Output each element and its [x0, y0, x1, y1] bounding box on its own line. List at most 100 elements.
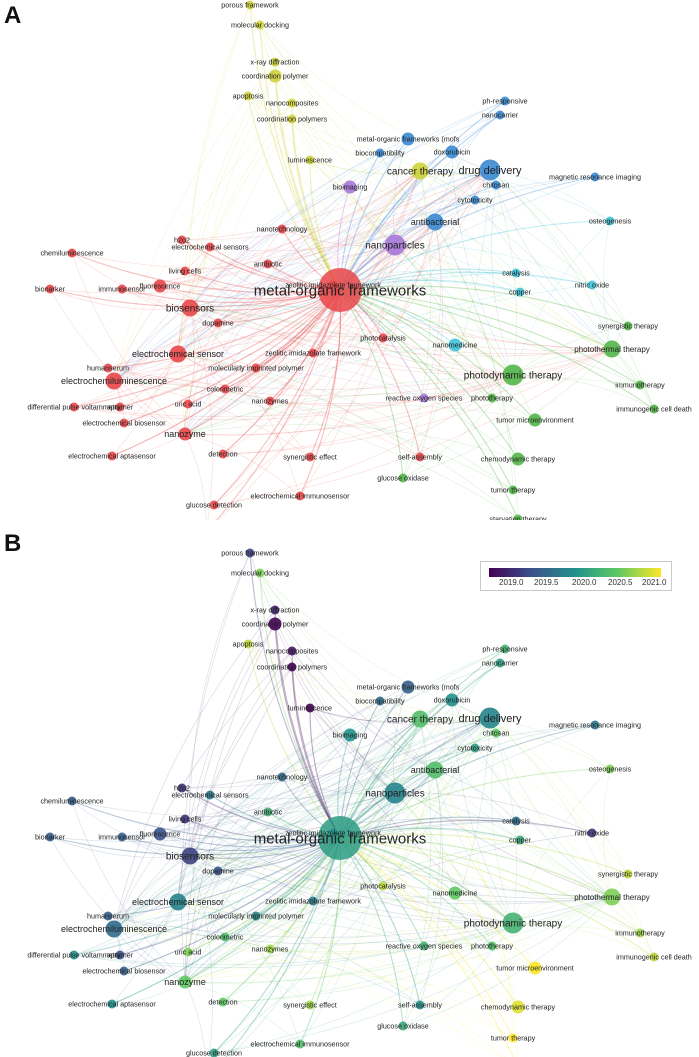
- keyword-node[interactable]: [603, 888, 621, 906]
- keyword-node[interactable]: [209, 500, 219, 510]
- keyword-node[interactable]: [590, 720, 600, 730]
- keyword-node[interactable]: [213, 318, 223, 328]
- keyword-node[interactable]: [180, 266, 190, 276]
- keyword-node[interactable]: [69, 402, 79, 412]
- keyword-node[interactable]: [69, 950, 79, 960]
- keyword-node[interactable]: [378, 333, 388, 343]
- keyword-node[interactable]: [305, 703, 315, 713]
- keyword-node[interactable]: [426, 213, 444, 231]
- keyword-node[interactable]: [103, 911, 113, 921]
- keyword-node[interactable]: [470, 743, 480, 753]
- keyword-node[interactable]: [445, 693, 459, 707]
- keyword-node[interactable]: [177, 235, 187, 245]
- keyword-node[interactable]: [243, 639, 253, 649]
- keyword-node[interactable]: [511, 268, 521, 278]
- keyword-node[interactable]: [587, 828, 597, 838]
- keyword-node[interactable]: [479, 707, 501, 729]
- keyword-node[interactable]: [590, 172, 600, 182]
- keyword-node[interactable]: [218, 997, 228, 1007]
- keyword-node[interactable]: [605, 764, 615, 774]
- keyword-node[interactable]: [623, 321, 633, 331]
- keyword-node[interactable]: [384, 234, 406, 256]
- keyword-node[interactable]: [268, 617, 282, 631]
- keyword-node[interactable]: [398, 1021, 408, 1031]
- keyword-node[interactable]: [181, 847, 199, 865]
- keyword-node[interactable]: [255, 568, 265, 578]
- keyword-node[interactable]: [218, 449, 228, 459]
- keyword-node[interactable]: [318, 816, 362, 860]
- keyword-node[interactable]: [375, 148, 385, 158]
- keyword-node[interactable]: [205, 242, 215, 252]
- keyword-node[interactable]: [511, 816, 521, 826]
- keyword-node[interactable]: [384, 782, 406, 804]
- keyword-node[interactable]: [277, 224, 287, 234]
- keyword-node[interactable]: [287, 114, 297, 124]
- keyword-node[interactable]: [343, 180, 357, 194]
- keyword-node[interactable]: [411, 162, 429, 180]
- keyword-node[interactable]: [343, 728, 357, 742]
- keyword-node[interactable]: [318, 268, 362, 312]
- keyword-node[interactable]: [491, 728, 501, 738]
- keyword-node[interactable]: [378, 881, 388, 891]
- keyword-node[interactable]: [649, 952, 659, 962]
- keyword-node[interactable]: [649, 404, 659, 414]
- keyword-node[interactable]: [398, 473, 408, 483]
- keyword-node[interactable]: [419, 941, 429, 951]
- keyword-node[interactable]: [270, 605, 280, 615]
- keyword-node[interactable]: [328, 280, 338, 290]
- keyword-node[interactable]: [153, 279, 167, 293]
- keyword-node[interactable]: [119, 966, 129, 976]
- keyword-node[interactable]: [183, 399, 193, 409]
- keyword-node[interactable]: [415, 1000, 425, 1010]
- keyword-node[interactable]: [67, 796, 77, 806]
- keyword-node[interactable]: [375, 696, 385, 706]
- keyword-node[interactable]: [605, 216, 615, 226]
- keyword-node[interactable]: [419, 393, 429, 403]
- keyword-node[interactable]: [209, 1048, 219, 1057]
- keyword-node[interactable]: [153, 827, 167, 841]
- keyword-node[interactable]: [67, 248, 77, 258]
- keyword-node[interactable]: [268, 69, 282, 83]
- keyword-node[interactable]: [205, 790, 215, 800]
- keyword-node[interactable]: [502, 912, 524, 934]
- keyword-node[interactable]: [495, 658, 505, 668]
- keyword-node[interactable]: [287, 646, 297, 656]
- keyword-node[interactable]: [305, 1000, 315, 1010]
- keyword-node[interactable]: [491, 180, 501, 190]
- keyword-node[interactable]: [251, 911, 261, 921]
- keyword-node[interactable]: [308, 896, 318, 906]
- keyword-node[interactable]: [448, 338, 462, 352]
- keyword-node[interactable]: [635, 380, 645, 390]
- keyword-node[interactable]: [401, 132, 415, 146]
- keyword-node[interactable]: [251, 363, 261, 373]
- keyword-node[interactable]: [245, 548, 255, 558]
- keyword-node[interactable]: [270, 57, 280, 67]
- keyword-node[interactable]: [107, 451, 117, 461]
- keyword-node[interactable]: [177, 783, 187, 793]
- keyword-node[interactable]: [295, 1039, 305, 1049]
- keyword-node[interactable]: [169, 893, 187, 911]
- keyword-node[interactable]: [119, 418, 129, 428]
- keyword-node[interactable]: [178, 427, 192, 441]
- keyword-node[interactable]: [117, 832, 127, 842]
- keyword-node[interactable]: [117, 284, 127, 294]
- keyword-node[interactable]: [305, 452, 315, 462]
- keyword-node[interactable]: [115, 950, 125, 960]
- keyword-node[interactable]: [415, 452, 425, 462]
- keyword-node[interactable]: [328, 828, 338, 838]
- keyword-node[interactable]: [263, 807, 273, 817]
- keyword-node[interactable]: [287, 662, 297, 672]
- keyword-node[interactable]: [603, 340, 621, 358]
- keyword-node[interactable]: [45, 284, 55, 294]
- keyword-node[interactable]: [277, 772, 287, 782]
- keyword-node[interactable]: [635, 928, 645, 938]
- keyword-node[interactable]: [508, 485, 518, 495]
- keyword-node[interactable]: [287, 98, 297, 108]
- keyword-node[interactable]: [470, 195, 480, 205]
- keyword-node[interactable]: [515, 287, 525, 297]
- keyword-node[interactable]: [243, 91, 253, 101]
- keyword-node[interactable]: [213, 866, 223, 876]
- keyword-node[interactable]: [401, 680, 415, 694]
- keyword-node[interactable]: [180, 814, 190, 824]
- keyword-node[interactable]: [220, 384, 230, 394]
